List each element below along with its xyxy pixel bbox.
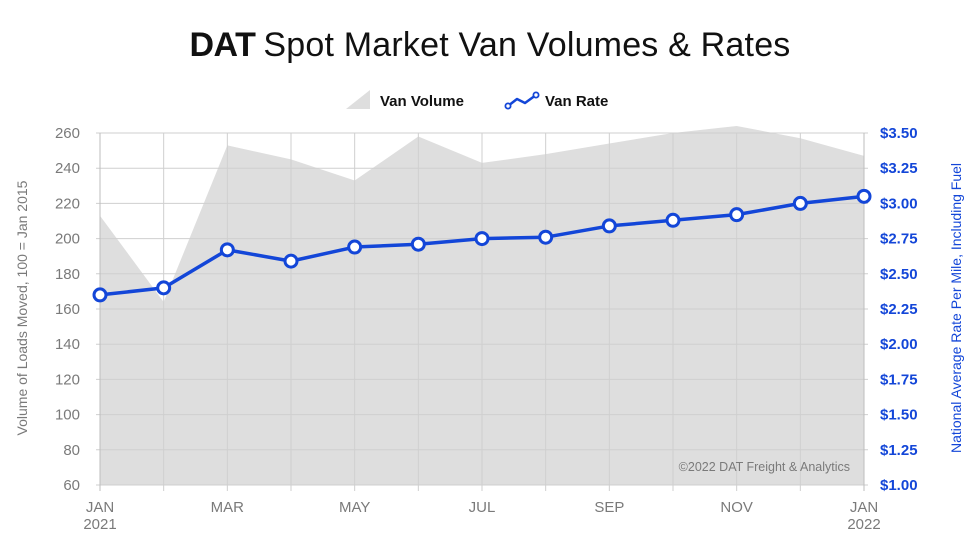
y-left-tick-label: 60 xyxy=(63,477,80,494)
van-rate-point xyxy=(219,242,235,258)
x-tick-label: SEP xyxy=(594,499,624,516)
van-rate-point xyxy=(538,229,554,245)
x-tick-year-label: 2022 xyxy=(847,516,880,533)
y-right-tick-label: $1.50 xyxy=(880,407,918,424)
chart-title: DAT Spot Market Van Volumes & Rates xyxy=(0,26,980,65)
van-rate-point xyxy=(474,231,490,247)
legend-rate-swatch xyxy=(504,91,540,110)
y-left-tick-label: 240 xyxy=(55,160,80,177)
y-right-tick-label: $2.50 xyxy=(880,266,918,283)
legend-volume-swatch xyxy=(346,90,370,109)
y-right-tick-label: $3.50 xyxy=(880,125,918,142)
x-tick-year-label: 2021 xyxy=(83,516,116,533)
legend-rate-label: Van Rate xyxy=(545,93,608,110)
y-right-tick-label: $1.75 xyxy=(880,371,918,388)
y-right-tick-label: $1.00 xyxy=(880,477,918,494)
van-rate-point xyxy=(792,195,808,211)
y-right-tick-label: $2.25 xyxy=(880,301,918,318)
van-rate-point xyxy=(729,207,745,223)
y-left-tick-label: 200 xyxy=(55,231,80,248)
legend-volume-label: Van Volume xyxy=(380,93,464,110)
van-rate-point xyxy=(601,218,617,234)
van-rate-point xyxy=(283,253,299,269)
x-tick-label: JAN xyxy=(86,499,114,516)
y-right-tick-label: $3.00 xyxy=(880,195,918,212)
y-right-tick-label: $1.25 xyxy=(880,442,918,459)
van-rate-point xyxy=(92,287,108,303)
y-right-tick-label: $2.00 xyxy=(880,336,918,353)
van-rate-point xyxy=(665,212,681,228)
van-rate-point xyxy=(856,188,872,204)
y-left-tick-label: 80 xyxy=(63,442,80,459)
x-tick-label: MAY xyxy=(339,499,370,516)
legend: Van Volume Van Rate xyxy=(346,90,608,110)
title-brand: DAT xyxy=(189,26,256,64)
copyright-note: ©2022 DAT Freight & Analytics xyxy=(679,460,850,474)
x-tick-label: MAR xyxy=(211,499,245,516)
y-left-tick-label: 220 xyxy=(55,195,80,212)
y-left-tick-label: 100 xyxy=(55,407,80,424)
x-tick-label: JAN xyxy=(850,499,878,516)
van-rate-point xyxy=(410,236,426,252)
x-tick-label: JUL xyxy=(469,499,496,516)
y-left-tick-label: 160 xyxy=(55,301,80,318)
van-rate-point xyxy=(156,280,172,296)
title-text: Spot Market Van Volumes & Rates xyxy=(263,26,791,64)
y-left-tick-label: 180 xyxy=(55,266,80,283)
y-left-tick-label: 260 xyxy=(55,125,80,142)
van-rate-point xyxy=(347,239,363,255)
y-left-tick-label: 120 xyxy=(55,371,80,388)
x-tick-label: NOV xyxy=(720,499,753,516)
y-axis-right-label: National Average Rate Per Mile, Includin… xyxy=(948,163,964,453)
y-left-tick-label: 140 xyxy=(55,336,80,353)
y-right-tick-label: $3.25 xyxy=(880,160,918,177)
y-right-tick-label: $2.75 xyxy=(880,231,918,248)
y-axis-left-label: Volume of Loads Moved, 100 = Jan 2015 xyxy=(14,180,30,435)
